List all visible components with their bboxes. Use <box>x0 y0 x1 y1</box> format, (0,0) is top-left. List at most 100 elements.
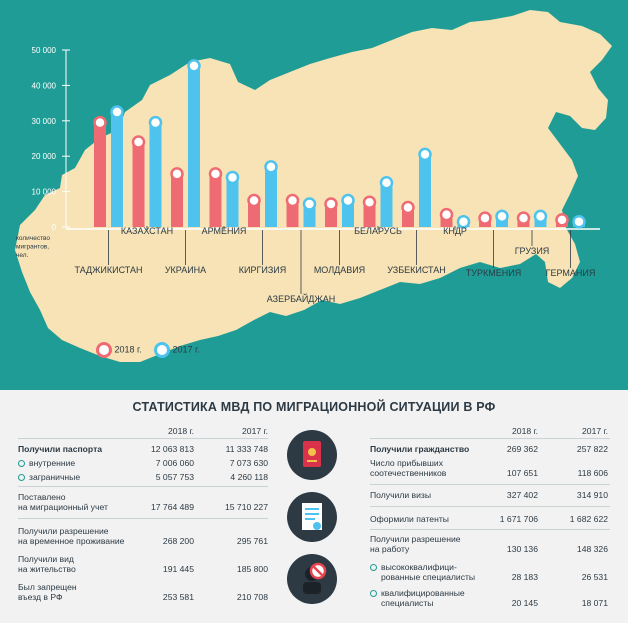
row-value-2018: 17 764 489 <box>150 502 194 512</box>
row-value-2018: 130 136 <box>506 544 538 554</box>
bullet-icon <box>370 590 377 598</box>
passport-icon-graphic <box>303 441 321 467</box>
row-value-2018: 327 402 <box>506 490 538 500</box>
row-label: Был запрещен <box>18 582 77 592</box>
row-value-2018: 5 057 753 <box>155 472 194 482</box>
bar-cap-2018 <box>362 195 377 209</box>
bar-cap-2018 <box>516 211 531 225</box>
row-label: Оформили патенты <box>370 514 449 524</box>
row-label: Получили гражданство <box>370 444 470 454</box>
row-value-2017: 295 761 <box>236 536 268 546</box>
row-value-2017: 15 710 227 <box>224 502 268 512</box>
row-label: Получили визы <box>370 490 432 500</box>
row-value-2017: 118 606 <box>577 468 608 478</box>
category-label: УЗБЕКИСТАН <box>387 265 445 275</box>
row-label: Число прибывших <box>370 458 443 468</box>
row-value-2018: 7 006 060 <box>155 458 194 468</box>
bar-cap-2018 <box>401 200 415 215</box>
bar-cap-2018 <box>247 193 261 208</box>
left-col1-header: 2018 г. <box>168 426 194 436</box>
bar-cap-2018 <box>439 207 454 222</box>
bullet-icon <box>18 460 25 468</box>
y-axis-label: мигрантов, <box>16 244 49 251</box>
bar-2017 <box>226 177 239 227</box>
bar-cap-2017 <box>495 209 509 224</box>
bar-cap-2017 <box>148 115 163 130</box>
row-value-2018: 107 651 <box>506 468 538 478</box>
row-label: Получили разрешение <box>370 534 461 544</box>
divider <box>370 484 610 485</box>
left-col2-header: 2017 г. <box>242 426 268 436</box>
y-tick-label: 0 <box>52 223 57 232</box>
bar-2018 <box>248 200 260 227</box>
bar-cap-2017 <box>302 197 317 211</box>
row-value-2017: 257 822 <box>576 444 608 454</box>
category-label: КНДР <box>443 226 467 236</box>
bar-2018 <box>286 200 299 227</box>
category-label: БЕЛАРУСЬ <box>354 226 402 236</box>
legend-2018-marker <box>96 342 112 358</box>
bar-cap-2017 <box>572 214 586 229</box>
row-label: Поставлено <box>18 492 66 502</box>
row-value-2018: 20 145 <box>511 598 538 608</box>
bar-2017 <box>419 154 431 227</box>
bar-2018 <box>132 142 145 227</box>
bar-cap-2018 <box>324 197 338 211</box>
legend-2018: 2018 г. <box>96 342 142 358</box>
category-label: ТУРКМЕНИЯ <box>466 268 521 278</box>
legend-2018-label: 2018 г. <box>114 344 142 355</box>
row-label-line2: специалисты <box>381 598 434 608</box>
bar-cap-2017 <box>225 170 240 185</box>
divider <box>18 518 268 519</box>
row-value-2017: 7 073 630 <box>229 458 268 468</box>
prohibited-person-icon <box>287 554 337 604</box>
bar-2017 <box>188 65 200 228</box>
row-label-line2: на миграционный учет <box>18 502 108 512</box>
right-table: 2018 г. 2017 г. Получили гражданство 269… <box>370 426 610 626</box>
row-label-line2: на временное проживание <box>18 536 125 546</box>
row-value-2017: 314 910 <box>576 490 608 500</box>
row-label: заграничные <box>29 472 81 482</box>
document-icon-graphic <box>302 503 322 530</box>
category-label: УКРАИНА <box>165 265 206 275</box>
divider <box>18 438 268 439</box>
y-axis: 0 10 000 20 000 30 000 40 000 50 000 количеств… <box>16 46 600 259</box>
russia-map <box>15 10 612 362</box>
chart-svg: 0 10 000 20 000 30 000 40 000 50 000 количеств… <box>15 10 612 362</box>
row-value-2018: 28 183 <box>511 572 538 582</box>
row-label-line2: соотечественников <box>370 468 447 478</box>
bar-2017 <box>149 122 162 227</box>
category-labels: ТАДЖИКИСТАН КАЗАХСТАН УКРАИНА АРМЕНИЯ КИРГИЗ… <box>75 226 596 304</box>
y-axis-label: чел. <box>16 252 29 259</box>
right-col1-header: 2018 г. <box>512 426 538 436</box>
page-title: СТАТИСТИКА МВД ПО МИГРАЦИОННОЙ СИТУАЦИИ … <box>132 400 496 414</box>
bar-2017 <box>265 166 277 227</box>
bullet-icon <box>370 564 377 572</box>
category-label: МОЛДАВИЯ <box>314 265 365 275</box>
row-value-2018: 1 671 706 <box>499 514 538 524</box>
category-label: ГЕРМАНИЯ <box>546 268 596 278</box>
bar-2018 <box>363 202 376 227</box>
row-value-2018: 12 063 813 <box>150 444 194 454</box>
row-value-2018: 269 362 <box>506 444 538 454</box>
document-icon <box>287 492 337 542</box>
row-label: внутренние <box>29 458 76 468</box>
row-label-line2: рованные специалисты <box>381 572 476 582</box>
row-label: Получили паспорта <box>18 444 103 454</box>
divider <box>18 486 268 487</box>
category-label: ТАДЖИКИСТАН <box>75 265 143 275</box>
row-label-line2: на жительство <box>18 564 76 574</box>
left-table: 2018 г. 2017 г. Получили паспорта 12 063… <box>18 426 268 626</box>
bar-2018 <box>94 122 106 227</box>
prohibited-person-icon-graphic <box>303 562 327 594</box>
bar-cap-2018 <box>93 115 107 130</box>
bar-2017 <box>342 200 354 227</box>
row-value-2017: 210 708 <box>236 592 268 602</box>
bar-cap-2018 <box>478 211 492 225</box>
row-label: квалифицированные <box>381 588 465 598</box>
row-value-2017: 1 682 622 <box>569 514 608 524</box>
row-value-2017: 148 326 <box>576 544 608 554</box>
category-label: КАЗАХСТАН <box>121 226 173 236</box>
bar-2017 <box>380 182 393 227</box>
chart-panel: 0 10 000 20 000 30 000 40 000 50 000 количеств… <box>0 0 628 390</box>
